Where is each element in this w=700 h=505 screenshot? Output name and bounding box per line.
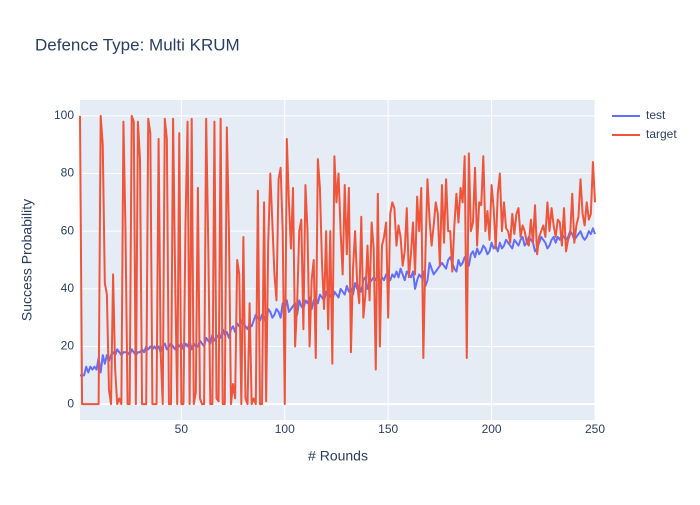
x-tick-label: 200 bbox=[482, 422, 502, 436]
y-tick-label: 60 bbox=[61, 223, 75, 237]
plot-area bbox=[80, 100, 595, 420]
x-tick-label: 100 bbox=[275, 422, 295, 436]
chart-title: Defence Type: Multi KRUM bbox=[35, 35, 240, 54]
y-tick-label: 40 bbox=[61, 281, 75, 295]
y-axis-label: Success Probability bbox=[19, 199, 35, 321]
y-tick-label: 0 bbox=[67, 396, 74, 410]
legend-label: target bbox=[646, 127, 677, 141]
x-tick-label: 250 bbox=[585, 422, 605, 436]
x-tick-label: 50 bbox=[175, 422, 189, 436]
legend-label: test bbox=[646, 108, 666, 122]
y-tick-label: 100 bbox=[54, 108, 74, 122]
y-tick-label: 20 bbox=[61, 339, 75, 353]
series-line bbox=[80, 227, 596, 377]
y-tick-label: 80 bbox=[61, 166, 75, 180]
x-axis-label: # Rounds bbox=[308, 448, 368, 464]
series-line bbox=[79, 114, 596, 406]
x-tick-label: 150 bbox=[378, 422, 398, 436]
